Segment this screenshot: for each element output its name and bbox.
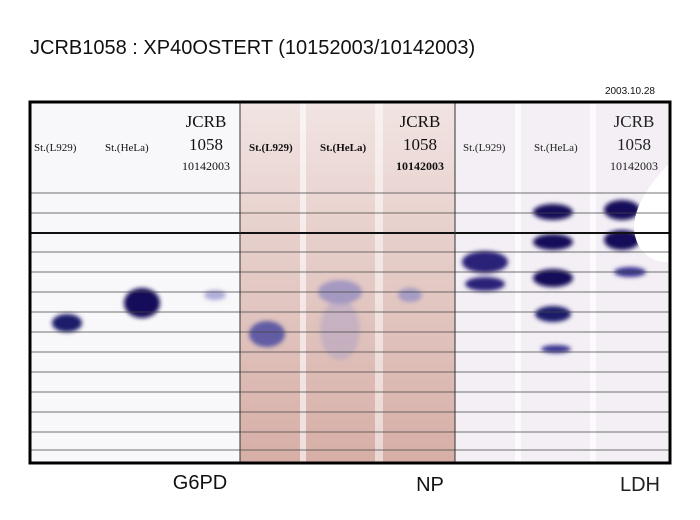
panel-g6pd: St.(L929) St.(HeLa) JCRB 1058 10142003 G… bbox=[34, 112, 230, 494]
lane-label: St.(HeLa) bbox=[105, 142, 149, 154]
gel-rules bbox=[30, 102, 670, 463]
sample-label: JCRB bbox=[614, 112, 655, 131]
lane-label: St.(L929) bbox=[249, 142, 293, 154]
panel-label: LDH bbox=[620, 474, 660, 496]
sample-label: 1058 bbox=[403, 135, 437, 154]
title: JCRB1058 : XP40OSTERT (10152003/10142003… bbox=[30, 37, 475, 59]
lane-label: St.(HeLa) bbox=[534, 142, 578, 154]
sample-label: 1058 bbox=[617, 135, 651, 154]
lane-label: St.(HeLa) bbox=[320, 142, 366, 154]
sample-label: 1058 bbox=[189, 135, 223, 154]
panel-ldh: St.(L929) St.(HeLa) JCRB 1058 10142003 L… bbox=[463, 112, 660, 496]
panel-label: NP bbox=[416, 474, 444, 496]
sample-label: 10142003 bbox=[182, 159, 230, 173]
lane-label: St.(L929) bbox=[463, 142, 506, 154]
sample-label: 10142003 bbox=[396, 159, 444, 173]
lane-label: St.(L929) bbox=[34, 142, 77, 154]
panel-label: G6PD bbox=[173, 472, 227, 494]
sample-label: 10142003 bbox=[610, 159, 658, 173]
panel-np: St.(L929) St.(HeLa) JCRB 1058 10142003 N… bbox=[249, 112, 444, 496]
bands bbox=[52, 200, 646, 360]
gel-tear bbox=[634, 165, 668, 262]
sample-label: JCRB bbox=[186, 112, 227, 131]
date: 2003.10.28 bbox=[605, 86, 655, 97]
gel-frame bbox=[28, 100, 672, 465]
sample-label: JCRB bbox=[400, 112, 441, 131]
